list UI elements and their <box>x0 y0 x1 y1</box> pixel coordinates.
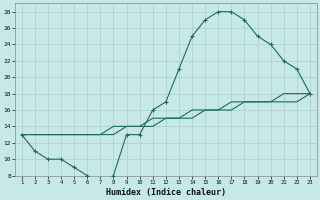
X-axis label: Humidex (Indice chaleur): Humidex (Indice chaleur) <box>106 188 226 197</box>
